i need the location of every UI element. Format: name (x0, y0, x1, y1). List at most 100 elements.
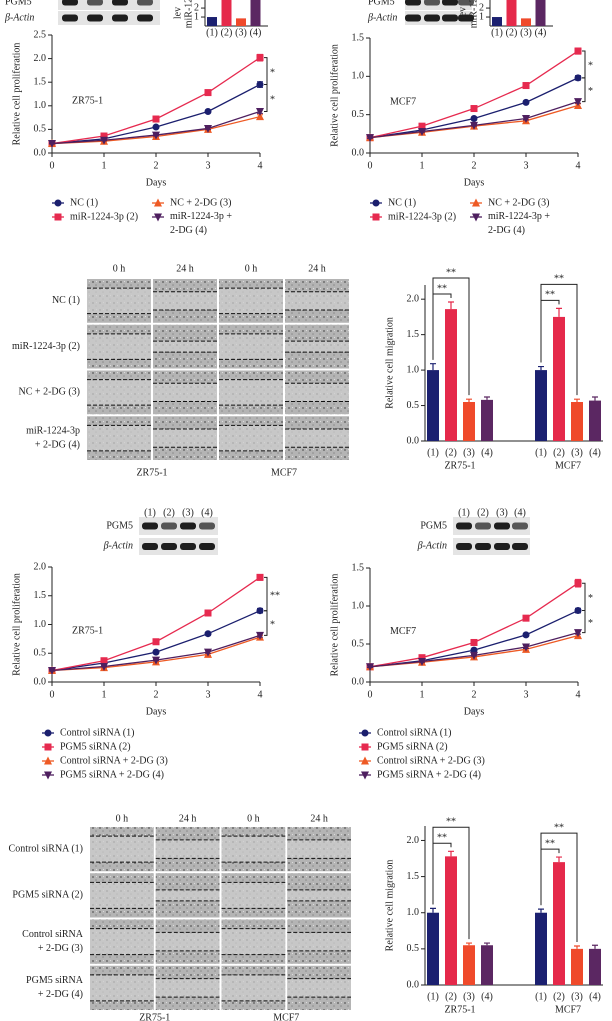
x-tick-label: 0 (50, 160, 55, 171)
x-tick-label: (3) (571, 447, 583, 458)
lane-label: (3) (496, 507, 508, 518)
marker (522, 631, 530, 639)
blot-band (161, 522, 177, 530)
marker (574, 629, 582, 638)
marker (472, 213, 480, 222)
marker (418, 128, 426, 137)
error-bar (430, 907, 436, 913)
marker (204, 124, 212, 133)
y-tick-label: 1.0 (34, 100, 47, 111)
bar (506, 0, 517, 26)
y-axis-label: Relative cell proliferation (329, 574, 340, 677)
wound-gap (219, 333, 283, 360)
legend-marker (472, 213, 480, 222)
wound-gap (219, 425, 283, 451)
legend-label: NC + 2-DG (3) (170, 197, 231, 208)
x-tick-label: (3) (463, 991, 475, 1002)
y-tick-label: 1.0 (407, 364, 420, 375)
marker (256, 631, 264, 640)
wound-gap (90, 928, 154, 955)
legend-marker (361, 756, 369, 765)
lane-label: (2) (163, 507, 175, 518)
marker (256, 112, 264, 121)
marker (522, 82, 530, 90)
blot-label: β-Actin (367, 12, 397, 23)
legend-label: Control siRNA + 2-DG (3) (60, 755, 168, 766)
y-tick-label: 0.0 (34, 147, 47, 158)
marker (100, 662, 108, 671)
x-tick-label: 3 (524, 689, 529, 700)
x-tick-label: (1) (427, 447, 439, 458)
marker (470, 121, 478, 130)
marker (522, 115, 530, 123)
x-tick-label: 4 (258, 689, 263, 700)
marker (54, 199, 62, 207)
error-bar (556, 307, 562, 317)
marker (574, 47, 582, 55)
error-bar (466, 942, 472, 946)
y-tick-label: 1.5 (352, 32, 365, 43)
marker (154, 213, 162, 222)
y-tick-label: 1.5 (34, 76, 47, 87)
y-axis-label: Relative cell proliferation (329, 44, 340, 147)
legend-label: Control siRNA (1) (377, 727, 451, 738)
marker (366, 663, 374, 672)
legend-label: miR-1224-3p +2-DG (4) (488, 211, 550, 236)
cell-line-label: MCF7 (271, 467, 297, 478)
marker (372, 213, 380, 221)
y-axis-label: Relative cell migration (384, 317, 395, 409)
bar (553, 316, 565, 441)
bar (571, 402, 583, 441)
x-tick-label: 2 (472, 160, 477, 171)
blot-band (62, 0, 78, 6)
wound-gap (287, 889, 351, 901)
y-tick-label: 0.5 (34, 648, 47, 659)
x-tick-label: (2) (445, 447, 457, 458)
bar (521, 18, 531, 26)
lane-label: (1) (458, 507, 470, 518)
marker (522, 643, 530, 652)
marker (372, 199, 380, 207)
x-axis-label: Days (464, 706, 485, 717)
x-tick-label: 2 (154, 689, 159, 700)
column-label: 0 h (247, 813, 260, 824)
blot-band (180, 543, 196, 550)
blot-label: PGM5 (106, 520, 133, 531)
bars (207, 0, 261, 26)
x-tick-label: (3) (571, 991, 583, 1002)
row-label: Control siRNA (22, 929, 84, 940)
wound-gap (221, 974, 286, 1001)
marker (522, 614, 530, 622)
y-tick-label: 0.0 (407, 435, 420, 446)
x-tick-label: (4) (250, 27, 262, 38)
marker (470, 651, 478, 660)
column-label: 24 h (308, 263, 326, 274)
y-tick-label: 1 (194, 11, 199, 22)
marker (100, 136, 108, 145)
wound-gap (155, 978, 220, 998)
significance-bracket (432, 826, 470, 940)
blot-label: PGM5 (368, 0, 395, 7)
error-bar (430, 363, 436, 371)
x-tick-label: 3 (206, 160, 211, 171)
y-tick-label: 1.0 (407, 907, 420, 918)
marker (256, 54, 264, 62)
x-tick-label: (2) (506, 27, 518, 38)
marker (48, 140, 56, 149)
significance-label: * (588, 593, 593, 604)
y-tick-label: 2.0 (34, 53, 47, 64)
lane-label: (4) (514, 507, 526, 518)
blot-band (405, 14, 421, 22)
lane-label: (1) (144, 507, 156, 518)
y-tick-label: 1.0 (352, 71, 365, 82)
row-label: PGM5 siRNA (26, 975, 84, 986)
x-axis-label: Days (146, 177, 167, 188)
marker (470, 638, 478, 646)
legend-marker (44, 756, 52, 765)
column-label: 24 h (176, 263, 194, 274)
bar (553, 862, 565, 985)
wound-gap (155, 889, 220, 901)
bar (589, 400, 601, 441)
bar (571, 948, 583, 985)
wound-gap (153, 341, 217, 353)
